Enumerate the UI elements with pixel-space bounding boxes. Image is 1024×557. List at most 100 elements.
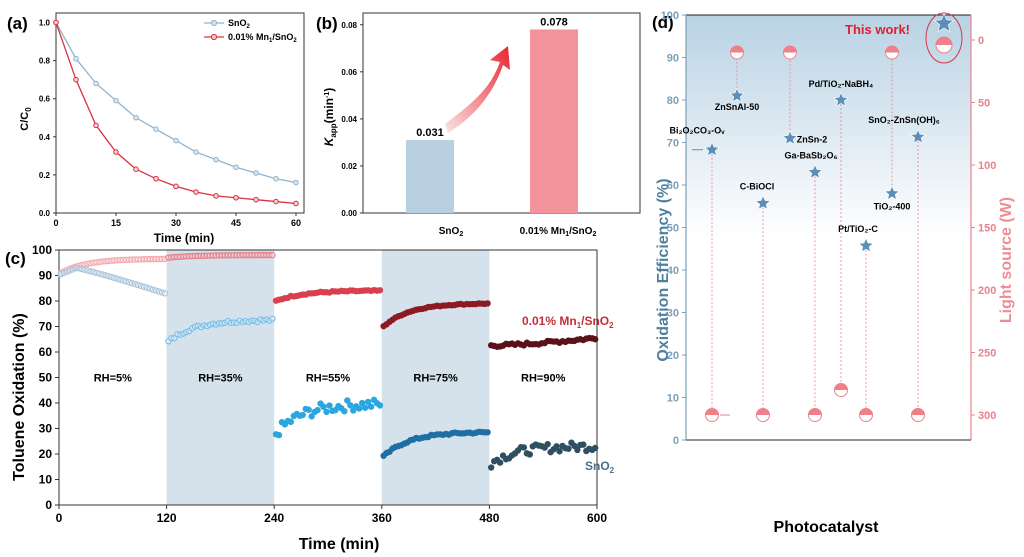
data-point-sno2	[367, 403, 375, 410]
panel-c-xlabel: Time (min)	[299, 536, 380, 553]
y-tick-label: 0.00	[341, 209, 357, 218]
light-marker-fill	[885, 46, 899, 53]
star-marker	[782, 130, 798, 145]
data-point-sno2	[565, 445, 572, 452]
this-work-circle	[925, 12, 963, 64]
x-tick-label: 240	[264, 511, 284, 525]
light-marker-fill	[756, 408, 770, 415]
data-point-sno2	[314, 406, 321, 414]
legend-marker-sno2	[210, 19, 218, 27]
catalyst-label: SnO₂-ZnSn(OH)₆	[868, 115, 940, 125]
y-tick-label: 20	[667, 350, 679, 362]
data-point-mn	[53, 19, 59, 26]
panel-c-annotation-mn: 0.01% Mn1/SnO2	[522, 314, 614, 330]
data-point-sno2	[574, 446, 581, 454]
y-tick-label: 30	[39, 422, 53, 436]
series-line-mn	[55, 22, 297, 205]
x-tick-label: 15	[111, 218, 121, 228]
data-point-sno2	[233, 164, 239, 171]
data-point-sno2	[173, 137, 179, 144]
data-point-mn	[592, 336, 599, 343]
data-point-sno2	[273, 175, 279, 182]
x-tick-label: 360	[372, 511, 392, 525]
catalyst-label: ZnSn-2	[797, 134, 828, 144]
y-tick-label: 50	[39, 371, 53, 385]
bar-mn	[530, 29, 578, 214]
catalyst-label: TiO₂-400	[874, 202, 911, 212]
data-point-sno2	[496, 459, 504, 466]
y-tick-label: 0	[673, 435, 679, 447]
panel-b-frame	[362, 12, 641, 214]
panel-d-points: Bi₂O₂CO₃-Oᵥ ZnSnAl-50 C-BiOCl ZnSn-2 Ga-BaSb…	[670, 12, 955, 422]
data-point-sno2	[347, 402, 354, 409]
data-point-sno2	[323, 408, 330, 416]
data-point-sno2	[553, 443, 560, 450]
panel-b-xtick-mn: 0.01% Mn1/SnO2	[520, 226, 597, 238]
catalyst-label: Pd/TiO₂-NaBH₄	[809, 79, 874, 89]
x-tick-label: 0	[56, 511, 63, 525]
data-point-sno2	[520, 444, 528, 451]
panel-d-background	[686, 15, 971, 238]
star-marker	[704, 141, 720, 157]
data-point-sno2	[364, 398, 372, 406]
data-point-sno2	[484, 429, 491, 436]
y2-tick-label: 0	[978, 35, 984, 47]
star-marker	[858, 237, 874, 253]
shaded-band	[381, 250, 490, 505]
data-point-sno2	[361, 404, 369, 411]
data-point-sno2	[161, 290, 169, 297]
data-point-mn	[273, 198, 279, 205]
data-point-sno2	[253, 170, 259, 176]
y-tick-label: 10	[667, 393, 679, 405]
rh-label: RH=55%	[306, 373, 351, 385]
y-tick-label: 0.6	[39, 95, 51, 104]
panel-d-y2label: Light source (W)	[998, 197, 1015, 323]
data-point-sno2	[308, 413, 315, 420]
data-point-mn	[193, 189, 199, 195]
star-marker	[910, 128, 926, 144]
star-marker	[729, 87, 745, 103]
panel-b-ylabel: Kapp(min-1)	[322, 88, 338, 146]
light-marker-fill	[834, 383, 848, 390]
legend-marker-mn	[210, 33, 218, 41]
panel-d-label: (d)	[652, 13, 674, 32]
y2-tick-label: 150	[978, 223, 996, 235]
y-tick-label: 80	[39, 294, 53, 308]
bar-value-label: 0.031	[416, 127, 444, 139]
star-marker	[755, 195, 771, 210]
data-point-sno2	[153, 126, 159, 132]
data-point-sno2	[592, 444, 599, 452]
data-point-sno2	[556, 448, 563, 455]
increase-arrow	[445, 46, 510, 133]
panel-d-ylabel: Oxidation Efficiency (%)	[655, 178, 672, 361]
data-point-mn	[73, 76, 79, 83]
data-point-sno2	[341, 408, 348, 415]
data-point-sno2	[293, 179, 299, 186]
light-marker-fill	[730, 46, 744, 53]
x-tick-label: 480	[479, 511, 499, 525]
panel-c-rh-labels: RH=5% RH=35% RH=55% RH=75% RH=90%	[94, 373, 566, 385]
panel-a-legend: SnO2 0.01% Mn1/SnO2	[204, 18, 297, 44]
y-tick-label: 60	[667, 180, 679, 192]
panel-b-bars: 0.031 0.078	[406, 16, 578, 214]
light-marker-fill	[859, 408, 873, 415]
data-point-mn	[376, 287, 384, 294]
y-tick-label: 0.8	[39, 57, 51, 66]
data-point-sno2	[269, 315, 276, 323]
data-point-sno2	[580, 441, 587, 448]
x-tick-label: 60	[291, 218, 301, 228]
data-point-sno2	[526, 451, 534, 458]
panel-a-axes: 0 15 30 45 60 0.0 0.2 0.4 0.6 0.8 1.0	[39, 12, 305, 228]
y-tick-label: 80	[667, 95, 679, 107]
y2-tick-label: 100	[978, 160, 996, 172]
y-tick-label: 100	[661, 10, 679, 22]
panel-a-ylabel: C/C0	[19, 107, 33, 131]
panel-d-xlabel: Photocatalyst	[774, 519, 880, 536]
catalyst-label: Ga-BaSb₂O₆	[784, 150, 837, 160]
y-tick-label: 0.4	[39, 133, 51, 142]
data-point-mn	[269, 251, 276, 259]
y2-tick-label: 300	[978, 410, 996, 422]
panel-c: (c) 0 120 240 360 480 600 0 10 20 30 40 50 60 70 80 90 1…	[5, 243, 615, 553]
panel-a-series	[53, 19, 299, 207]
data-point-mn	[484, 300, 491, 307]
